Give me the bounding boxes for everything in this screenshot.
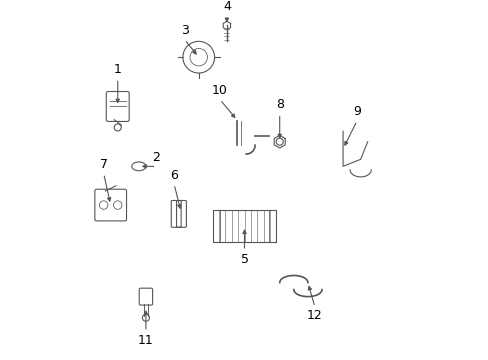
- Text: 3: 3: [181, 24, 188, 37]
- Text: 2: 2: [152, 151, 160, 164]
- Text: 12: 12: [306, 310, 322, 323]
- Bar: [212, 210, 276, 242]
- Text: 7: 7: [100, 158, 107, 171]
- Text: 9: 9: [352, 105, 360, 118]
- Text: 6: 6: [170, 168, 178, 182]
- Text: 1: 1: [114, 63, 122, 76]
- Text: 8: 8: [275, 98, 283, 111]
- Text: 5: 5: [240, 253, 248, 266]
- Text: 11: 11: [138, 334, 153, 347]
- Bar: [212, 210, 220, 242]
- Bar: [268, 210, 276, 242]
- Text: 4: 4: [223, 0, 230, 13]
- Text: 10: 10: [211, 84, 227, 97]
